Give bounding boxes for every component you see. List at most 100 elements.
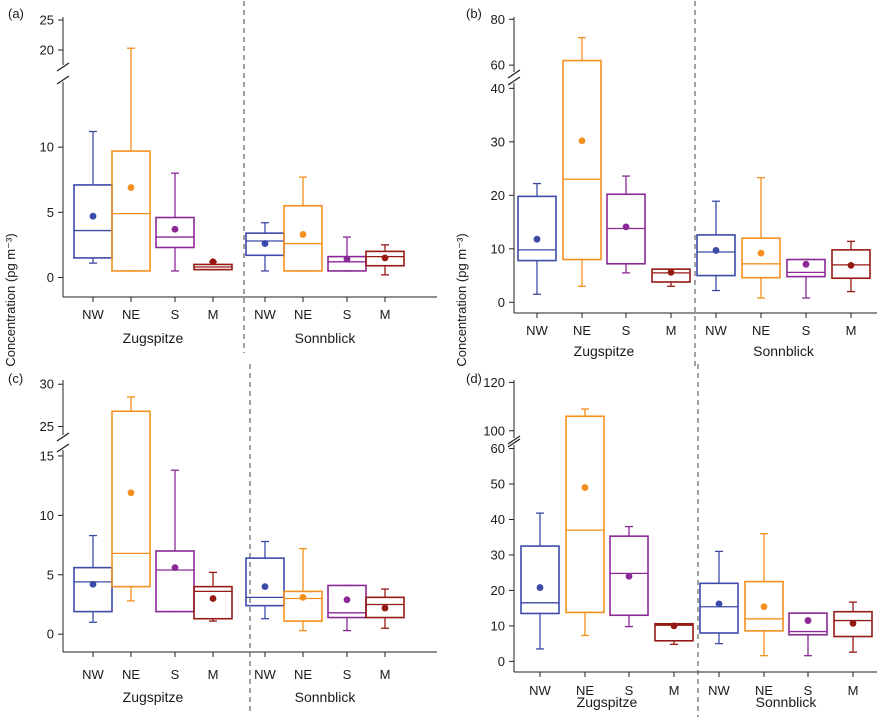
box-iqr bbox=[699, 582, 739, 634]
x-tick-label: NW bbox=[82, 667, 104, 682]
box-iqr bbox=[741, 237, 781, 279]
x-tick-label: M bbox=[669, 683, 680, 698]
x-tick-label: NW bbox=[254, 307, 276, 322]
mean-marker bbox=[760, 603, 768, 611]
box-NW bbox=[699, 550, 739, 645]
x-tick-label: M bbox=[208, 307, 219, 322]
box-S bbox=[155, 172, 195, 272]
x-tick-label: S bbox=[171, 667, 180, 682]
x-tick-label: S bbox=[171, 307, 180, 322]
x-tick-label: M bbox=[208, 667, 219, 682]
mean-marker bbox=[757, 249, 765, 257]
mean-marker bbox=[209, 258, 217, 266]
mean-marker bbox=[712, 247, 720, 254]
y-tick-label: 5 bbox=[47, 205, 54, 220]
box-iqr bbox=[73, 184, 113, 259]
box-iqr bbox=[155, 550, 195, 613]
box-M bbox=[651, 268, 691, 287]
box-NW bbox=[245, 540, 285, 620]
box-iqr bbox=[365, 250, 405, 267]
box-NE bbox=[565, 408, 605, 637]
x-tick-label: NE bbox=[122, 307, 140, 322]
mean-marker bbox=[715, 600, 723, 608]
y-tick-label: 80 bbox=[491, 12, 505, 27]
group-label: Zugspitze bbox=[123, 330, 184, 346]
group-label: Sonnblick bbox=[756, 694, 818, 710]
axis-break-mark bbox=[507, 69, 521, 79]
x-tick-label: M bbox=[380, 307, 391, 322]
box-S bbox=[327, 584, 367, 632]
box-iqr bbox=[833, 610, 873, 638]
x-tick-label: NE bbox=[573, 323, 591, 338]
y-tick-label: 10 bbox=[491, 241, 505, 256]
panel-label: (d) bbox=[466, 371, 482, 386]
mean-marker bbox=[536, 584, 544, 591]
y-tick-label: 0 bbox=[498, 654, 505, 669]
box-iqr bbox=[565, 415, 605, 614]
box-NW bbox=[73, 130, 113, 264]
y-tick-label: 20 bbox=[491, 188, 505, 203]
x-tick-label: NE bbox=[755, 683, 773, 698]
box-M bbox=[833, 601, 873, 653]
y-tick-label: 40 bbox=[491, 81, 505, 96]
y-tick-label: 40 bbox=[491, 512, 505, 527]
box-iqr bbox=[365, 596, 405, 619]
box-M bbox=[654, 622, 694, 645]
group-label: Zugspitze bbox=[123, 689, 184, 705]
x-tick-label: M bbox=[848, 683, 859, 698]
x-tick-label: S bbox=[802, 323, 811, 338]
box-NE bbox=[744, 533, 784, 657]
y-tick-label: 20 bbox=[491, 583, 505, 598]
mean-marker bbox=[343, 596, 351, 604]
axis-break-mark bbox=[507, 438, 521, 448]
mean-marker bbox=[299, 231, 307, 238]
box-iqr bbox=[193, 585, 233, 620]
box-iqr bbox=[111, 150, 151, 272]
mean-marker bbox=[299, 593, 307, 601]
box-NW bbox=[73, 534, 113, 623]
x-tick-label: S bbox=[625, 683, 634, 698]
axis-break-mark bbox=[56, 432, 70, 442]
y-tick-label: 0 bbox=[47, 627, 54, 642]
mean-marker bbox=[209, 595, 217, 602]
box-iqr bbox=[73, 566, 113, 613]
mean-marker bbox=[171, 564, 179, 572]
y-tick-label: 15 bbox=[40, 448, 54, 463]
box-M bbox=[365, 244, 405, 276]
box-iqr bbox=[517, 195, 557, 262]
box-iqr bbox=[283, 590, 323, 622]
box-S bbox=[788, 612, 828, 657]
box-iqr bbox=[245, 557, 285, 607]
box-iqr bbox=[786, 258, 826, 278]
y-tick-label: 25 bbox=[40, 13, 54, 28]
mean-marker bbox=[670, 622, 678, 630]
mean-marker bbox=[625, 572, 633, 580]
box-NW bbox=[245, 222, 285, 272]
mean-marker bbox=[847, 261, 855, 269]
y-tick-label: 60 bbox=[491, 441, 505, 456]
y-tick-label: 50 bbox=[491, 477, 505, 492]
box-NW bbox=[517, 182, 557, 295]
mean-marker bbox=[89, 212, 97, 220]
x-tick-label: NW bbox=[254, 667, 276, 682]
y-axis-label: Concentration (pg m⁻³) bbox=[454, 233, 469, 366]
x-tick-label: M bbox=[846, 323, 857, 338]
mean-marker bbox=[622, 223, 630, 231]
box-iqr bbox=[155, 216, 195, 249]
y-tick-label: 10 bbox=[491, 618, 505, 633]
mean-marker bbox=[578, 137, 586, 145]
x-tick-label: NW bbox=[708, 683, 730, 698]
mean-marker bbox=[381, 604, 389, 612]
mean-marker bbox=[261, 240, 269, 247]
box-M bbox=[365, 588, 405, 629]
y-tick-label: 30 bbox=[491, 547, 505, 562]
mean-marker bbox=[171, 225, 179, 233]
y-tick-label: 30 bbox=[40, 377, 54, 392]
box-iqr bbox=[788, 612, 828, 636]
x-tick-label: NE bbox=[122, 667, 140, 682]
box-M bbox=[193, 571, 233, 622]
box-S bbox=[609, 525, 649, 628]
x-tick-label: NW bbox=[82, 307, 104, 322]
x-tick-label: M bbox=[380, 667, 391, 682]
